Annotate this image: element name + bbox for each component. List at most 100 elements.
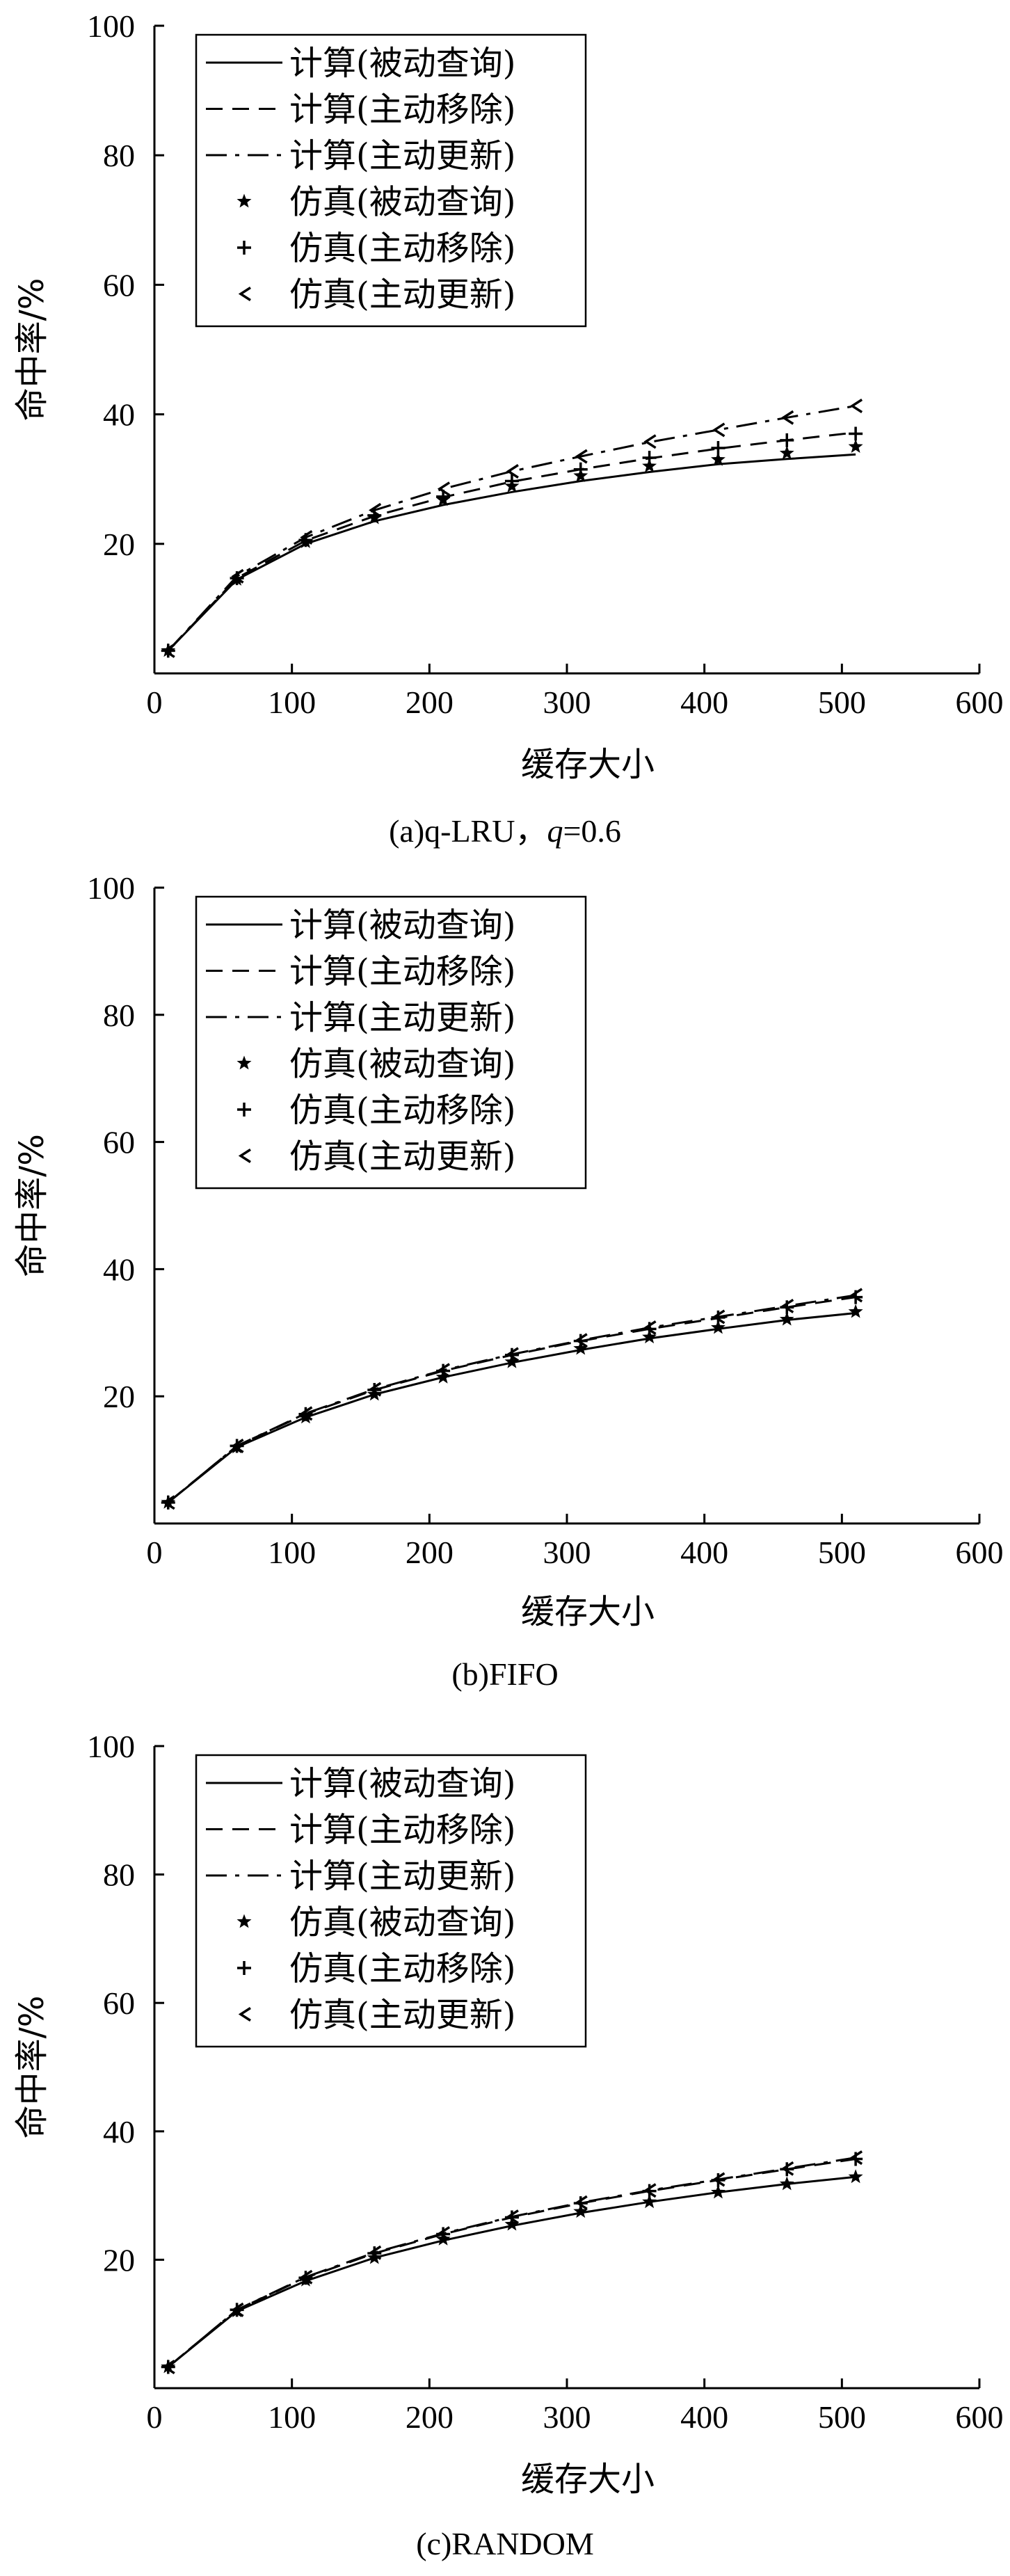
data-point-marker-tri [162,1495,175,1510]
legend-label: 计算(主动移除) [289,90,515,129]
x-tick-label: 100 [268,685,316,720]
legend-swatch-marker-tri [238,2007,251,2022]
legend-box [195,33,587,328]
data-point-marker-plus [711,441,726,456]
data-point-marker-tri [781,410,794,425]
legend-swatch-marker-tri [238,287,251,301]
data-point-marker-tri [575,1333,588,1348]
caption-prefix: (c)RANDOM [416,2526,594,2561]
chart-svg-c: 0 100 200 300 400 500 600 20 40 60 80 100 缓存大小 命中率/% 计… [13,1729,1004,2499]
y-tick-label: 40 [103,397,135,433]
legend-label: 计算(主动移除) [289,952,515,991]
y-tick-label: 40 [103,2114,135,2150]
caption-prefix: (a)q-LRU， [389,813,547,849]
x-tick-label: 200 [406,685,454,720]
x-tick-label: 600 [956,685,1004,720]
x-tick-label: 300 [543,685,591,720]
data-point-marker-tri [849,1288,863,1303]
legend-label: 计算(被动查询) [289,906,515,945]
caption-suffix: =0.6 [563,813,621,849]
legend-swatch-marker-plus [237,1961,251,1975]
data-point-marker-tri [643,434,657,449]
legend-label: 计算(被动查询) [289,1764,515,1803]
data-point-marker-tri [712,422,726,438]
legend-label: 计算(主动更新) [289,136,515,175]
x-axis-label: 缓存大小 [521,745,655,784]
x-tick-label: 100 [268,2399,316,2435]
series-line-solid [167,453,856,652]
y-tick-label: 80 [103,138,135,173]
legend-swatch-marker-plus [237,241,251,255]
chart-panel-a: 0 100 200 300 400 500 600 20 40 60 80 100 缓存大小 命中率/% 计… [0,0,1010,856]
chart-caption-c: (c)RANDOM [0,2525,1010,2562]
data-point-marker-tri [506,464,519,479]
chart-caption-b: (b)FIFO [0,1656,1010,1693]
data-point-marker-tri [575,449,588,464]
legend-label: 仿真(被动查询) [289,1045,515,1084]
legend-label: 仿真(被动查询) [289,183,515,222]
data-point-marker-star [779,445,794,460]
legend-label: 计算(主动更新) [289,998,515,1037]
data-point-marker-tri [369,1382,382,1397]
caption-prefix: (b)FIFO [451,1656,559,1692]
data-point-marker-tri [437,481,451,497]
y-tick-label: 100 [87,1729,135,1764]
data-point-marker-star [642,458,657,472]
data-point-marker-star [711,451,726,466]
y-tick-label: 80 [103,998,135,1033]
data-point-marker-tri [231,2302,244,2317]
data-point-marker-tri [437,2226,451,2241]
data-point-marker-star [779,2176,794,2191]
chart-panel-c: 0 100 200 300 400 500 600 20 40 60 80 100 缓存大小 命中率/% 计… [0,1718,1010,2576]
x-tick-label: 400 [680,2399,728,2435]
y-tick-label: 100 [87,870,135,906]
series-line-solid [167,1312,856,1503]
x-tick-label: 200 [406,1535,454,1570]
data-point-marker-tri [712,1309,726,1325]
legend-swatch-marker-star [237,1914,252,1928]
series-line-dashed [167,1296,856,1503]
y-tick-label: 80 [103,1857,135,1893]
series-line-dashed [167,431,856,652]
data-point-marker-star [848,439,863,453]
legend-swatch-marker-star [237,193,252,208]
legend-label: 仿真(被动查询) [289,1903,515,1942]
legend-box [195,895,587,1190]
x-tick-label: 500 [818,2399,866,2435]
data-point-marker-star [711,1320,726,1334]
chart-caption-a: (a)q-LRU，q=0.6 [0,806,1010,851]
legend-label: 仿真(主动移除) [289,1091,515,1130]
data-point-marker-tri [781,2161,794,2176]
caption-var: q [547,813,563,849]
y-tick-label: 40 [103,1251,135,1287]
x-tick-label: 500 [818,1535,866,1570]
legend-label: 计算(主动移除) [289,1811,515,1850]
data-point-marker-tri [506,2209,519,2225]
data-point-marker-star [779,1311,794,1326]
data-point-marker-tri [781,1298,794,1313]
data-point-marker-star [573,2204,588,2218]
x-tick-label: 300 [543,2399,591,2435]
data-point-marker-tri [300,530,313,545]
x-axis-label: 缓存大小 [521,1592,655,1631]
x-tick-label: 0 [147,1535,163,1570]
data-point-marker-star [642,2194,657,2209]
x-tick-label: 400 [680,685,728,720]
data-point-marker-tri [162,643,175,658]
data-point-marker-tri [162,2360,175,2375]
data-point-marker-plus [504,474,519,488]
x-tick-label: 0 [147,2399,163,2435]
data-point-marker-tri [231,568,244,584]
legend-label: 计算(主动更新) [289,1857,515,1896]
data-point-marker-tri [437,1363,451,1378]
data-point-marker-plus [849,426,863,441]
data-point-marker-star [711,2184,726,2199]
y-axis-label: 命中率/% [13,1134,51,1277]
legend-swatch-marker-tri [238,1149,251,1163]
data-point-marker-tri [369,502,382,518]
data-point-marker-tri [575,2195,588,2210]
y-tick-label: 20 [103,1379,135,1414]
x-tick-label: 200 [406,2399,454,2435]
x-tick-label: 600 [956,2399,1004,2435]
data-point-marker-star [848,1304,863,1318]
